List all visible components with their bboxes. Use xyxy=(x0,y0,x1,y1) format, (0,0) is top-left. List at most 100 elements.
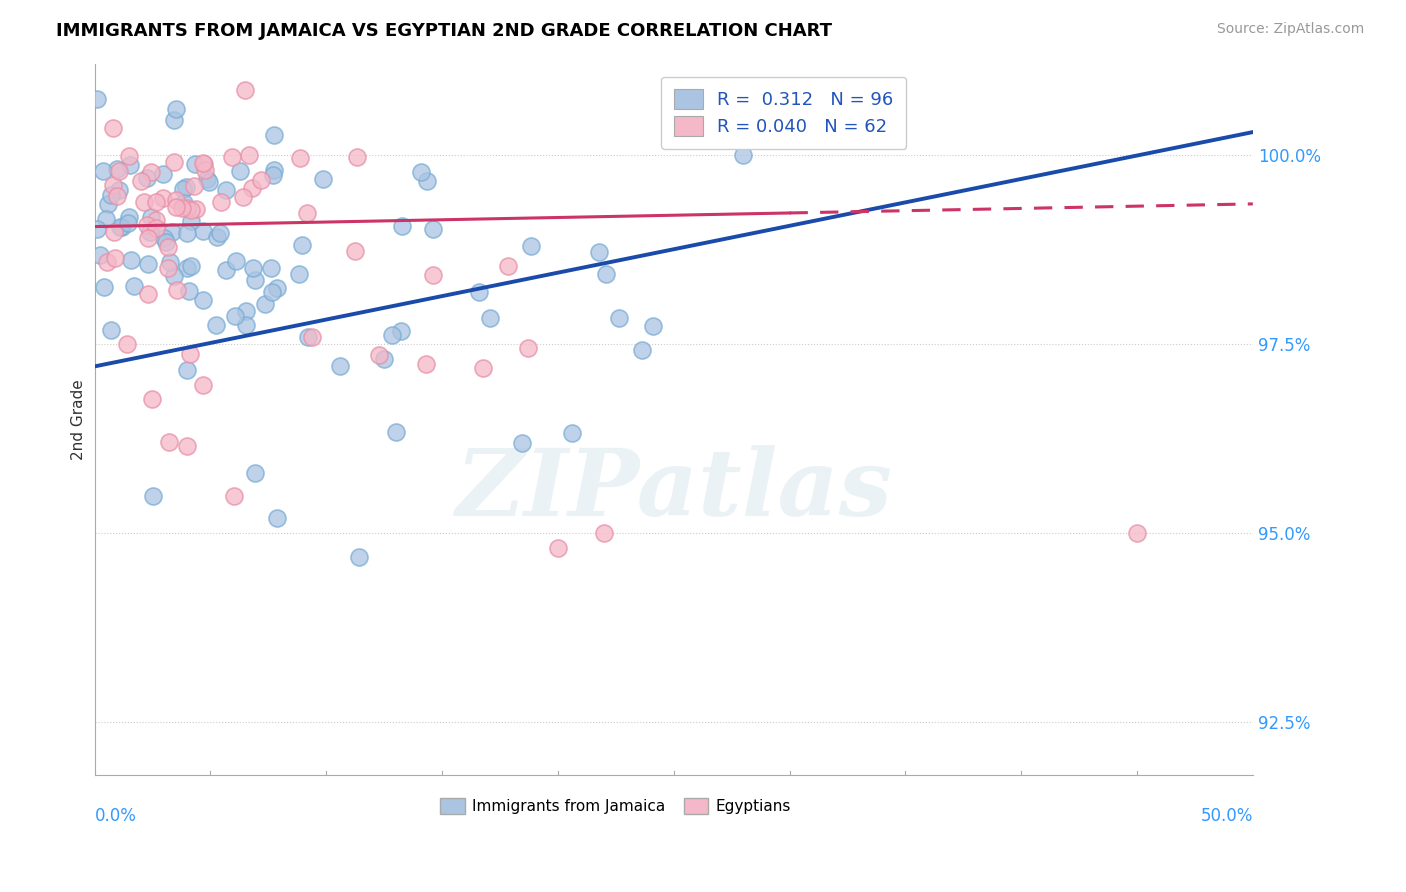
Point xyxy=(136,287,159,301)
Point xyxy=(155,235,177,249)
Point xyxy=(86,92,108,106)
Point xyxy=(122,279,145,293)
Point xyxy=(288,267,311,281)
Point xyxy=(118,149,141,163)
Point xyxy=(498,259,520,273)
Point xyxy=(561,425,583,440)
Point xyxy=(510,436,533,450)
Point xyxy=(1126,525,1149,540)
Y-axis label: 2nd Grade: 2nd Grade xyxy=(72,379,86,459)
Point xyxy=(176,179,198,194)
Point xyxy=(165,194,187,208)
Point xyxy=(385,425,408,439)
Point xyxy=(641,319,664,334)
Point xyxy=(249,173,271,187)
Text: 50.0%: 50.0% xyxy=(1201,806,1253,824)
Point xyxy=(422,222,444,236)
Point xyxy=(176,202,198,216)
Point xyxy=(117,337,139,351)
Point xyxy=(163,268,186,283)
Point xyxy=(471,360,494,375)
Point xyxy=(593,525,616,540)
Point xyxy=(373,352,395,367)
Point xyxy=(110,220,132,235)
Point xyxy=(142,489,165,503)
Point xyxy=(631,343,654,357)
Point xyxy=(180,214,202,228)
Point xyxy=(229,164,252,178)
Point xyxy=(93,279,115,293)
Point xyxy=(111,220,134,235)
Point xyxy=(346,150,368,164)
Point xyxy=(157,260,180,275)
Point xyxy=(180,259,202,273)
Point xyxy=(173,195,195,210)
Point xyxy=(194,163,217,178)
Point xyxy=(195,172,218,186)
Point xyxy=(103,251,125,265)
Point xyxy=(297,330,319,344)
Point xyxy=(129,174,152,188)
Point xyxy=(193,156,215,170)
Point xyxy=(163,155,186,169)
Point xyxy=(329,359,352,373)
Point xyxy=(207,230,229,244)
Point xyxy=(165,200,187,214)
Point xyxy=(96,211,118,226)
Point xyxy=(243,273,266,287)
Point xyxy=(368,348,391,362)
Point xyxy=(183,157,205,171)
Point xyxy=(301,330,323,344)
Point xyxy=(100,323,122,337)
Point xyxy=(415,357,437,371)
Point xyxy=(191,224,214,238)
Point xyxy=(96,255,118,269)
Point xyxy=(263,128,285,142)
Point xyxy=(391,219,413,233)
Point xyxy=(205,318,228,332)
Point xyxy=(235,318,257,333)
Point xyxy=(176,362,198,376)
Point xyxy=(160,225,183,239)
Point xyxy=(176,439,198,453)
Point xyxy=(193,378,215,392)
Point xyxy=(108,183,131,197)
Point xyxy=(103,225,125,239)
Point xyxy=(145,220,167,235)
Point xyxy=(221,150,243,164)
Point xyxy=(97,197,120,211)
Point xyxy=(312,171,335,186)
Point xyxy=(224,309,246,323)
Point xyxy=(343,244,366,258)
Text: 0.0%: 0.0% xyxy=(94,806,136,824)
Point xyxy=(260,285,283,300)
Point xyxy=(157,435,180,450)
Point xyxy=(100,188,122,202)
Point xyxy=(176,260,198,275)
Point xyxy=(159,255,181,269)
Point xyxy=(120,158,142,172)
Point xyxy=(266,281,288,295)
Point xyxy=(215,262,238,277)
Point xyxy=(209,226,232,240)
Point xyxy=(117,210,139,224)
Point xyxy=(186,202,208,217)
Point xyxy=(468,285,491,300)
Point xyxy=(134,194,156,209)
Point xyxy=(254,297,277,311)
Point xyxy=(290,151,312,165)
Point xyxy=(117,216,139,230)
Point xyxy=(177,284,200,298)
Point xyxy=(136,231,159,245)
Text: ZIPatlas: ZIPatlas xyxy=(456,445,893,535)
Point xyxy=(139,210,162,224)
Point xyxy=(172,181,194,195)
Point xyxy=(389,324,412,338)
Point xyxy=(595,267,617,281)
Point xyxy=(225,253,247,268)
Point xyxy=(588,245,610,260)
Point xyxy=(152,167,174,181)
Point xyxy=(733,148,755,162)
Point xyxy=(211,195,233,210)
Point xyxy=(416,174,439,188)
